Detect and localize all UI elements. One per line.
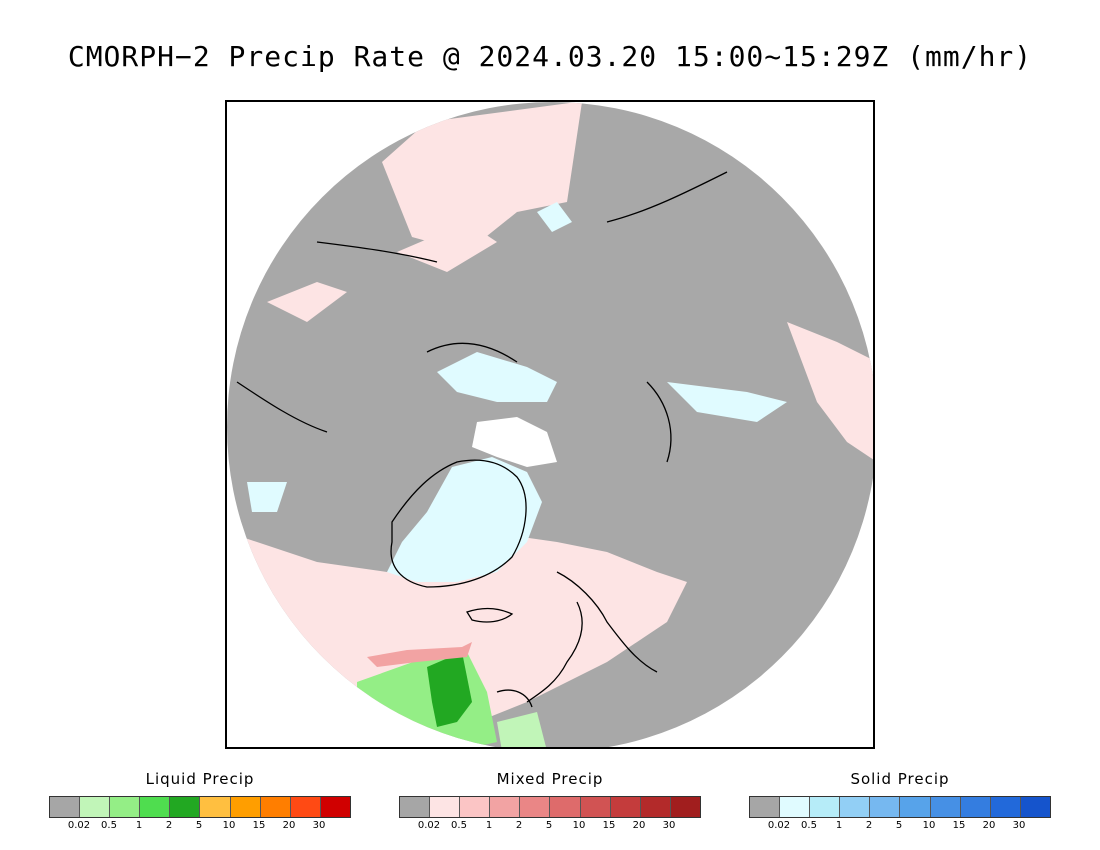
- legend-swatch: [290, 797, 321, 817]
- legend-tick-label: 15: [952, 820, 966, 831]
- legend-tick-label: 0.02: [417, 820, 441, 831]
- legend-tick-label: 1: [485, 820, 493, 831]
- legend-swatch: [520, 797, 551, 817]
- legend-swatch: [840, 797, 871, 817]
- legend-tick-label: 2: [165, 820, 173, 831]
- legend-swatch: [930, 797, 961, 817]
- legend-swatch: [870, 797, 901, 817]
- legend-swatch: [750, 797, 781, 817]
- legend-tick-label: 0.5: [101, 820, 117, 831]
- legend-mixed: Mixed Precip 0.02 0.5 1 2 5 10 15 20 30: [399, 770, 701, 832]
- legend-tick-label: 10: [572, 820, 586, 831]
- legend-tick-label: 15: [252, 820, 266, 831]
- legend-tick-label: 0.02: [767, 820, 791, 831]
- legend-swatch: [460, 797, 491, 817]
- legend-tick-label: 30: [662, 820, 676, 831]
- legend-swatch: [640, 797, 671, 817]
- legend-tick-label: 0.02: [67, 820, 91, 831]
- legend-tick-label: 10: [922, 820, 936, 831]
- central-ice-area: [472, 417, 557, 467]
- legend-swatch: [260, 797, 291, 817]
- precip-map: [225, 100, 875, 749]
- legend-tick-label: 20: [982, 820, 996, 831]
- legend-swatch: [960, 797, 991, 817]
- legend-tick-label: 20: [632, 820, 646, 831]
- legend-tick-label: 30: [312, 820, 326, 831]
- legend-solid: Solid Precip 0.02 0.5 1 2 5 10 15 20 30: [749, 770, 1051, 832]
- legend-swatches: [49, 796, 351, 818]
- legend-title: Mixed Precip: [496, 770, 604, 788]
- legend-swatch: [1020, 797, 1050, 817]
- legend-swatch: [110, 797, 141, 817]
- map-title: CMORPH−2 Precip Rate @ 2024.03.20 15:00~…: [67, 40, 1033, 73]
- legend-swatch: [170, 797, 201, 817]
- legend-swatch: [810, 797, 841, 817]
- legend-liquid: Liquid Precip 0.02 0.5 1 2 5 10 15 20 30: [49, 770, 351, 832]
- legend-swatch: [140, 797, 171, 817]
- legend-swatch: [320, 797, 350, 817]
- legend-tick-label: 5: [545, 820, 553, 831]
- legend-tick-label: 0.5: [451, 820, 467, 831]
- legend-swatch: [50, 797, 81, 817]
- legend-swatches: [749, 796, 1051, 818]
- legend-tick-label: 5: [195, 820, 203, 831]
- legend-tick-label: 1: [135, 820, 143, 831]
- legend-swatch: [580, 797, 611, 817]
- legend-swatch: [200, 797, 231, 817]
- legend-swatch: [230, 797, 261, 817]
- legend-tick-label: 2: [865, 820, 873, 831]
- legend-tick-label: 0.5: [801, 820, 817, 831]
- legend-swatch: [490, 797, 521, 817]
- legend-ticks: 0.02 0.5 1 2 5 10 15 20 30: [749, 818, 1049, 832]
- legend-swatch: [990, 797, 1021, 817]
- legend-tick-label: 15: [602, 820, 616, 831]
- legend-ticks: 0.02 0.5 1 2 5 10 15 20 30: [49, 818, 349, 832]
- legend-swatch: [900, 797, 931, 817]
- legend-tick-label: 10: [222, 820, 236, 831]
- legend-swatches: [399, 796, 701, 818]
- legend-title: Liquid Precip: [145, 770, 255, 788]
- legend-swatch: [400, 797, 431, 817]
- legend-swatch: [670, 797, 700, 817]
- polar-map-svg: [227, 102, 873, 747]
- legend-swatch: [780, 797, 811, 817]
- legend-tick-label: 5: [895, 820, 903, 831]
- legend-swatch: [610, 797, 641, 817]
- legend-tick-label: 1: [835, 820, 843, 831]
- legend-ticks: 0.02 0.5 1 2 5 10 15 20 30: [399, 818, 699, 832]
- legend-title: Solid Precip: [850, 770, 950, 788]
- legend-swatch: [550, 797, 581, 817]
- legend-tick-label: 30: [1012, 820, 1026, 831]
- coastlines: [236, 171, 728, 708]
- legend-tick-label: 20: [282, 820, 296, 831]
- mixed-precip-heavy-area: [367, 642, 472, 667]
- solid-precip-areas: [247, 202, 787, 582]
- mixed-precip-areas: [227, 102, 873, 742]
- liquid-precip-areas: [357, 652, 547, 747]
- legend-swatch: [80, 797, 111, 817]
- legend-tick-label: 2: [515, 820, 523, 831]
- legend-swatch: [430, 797, 461, 817]
